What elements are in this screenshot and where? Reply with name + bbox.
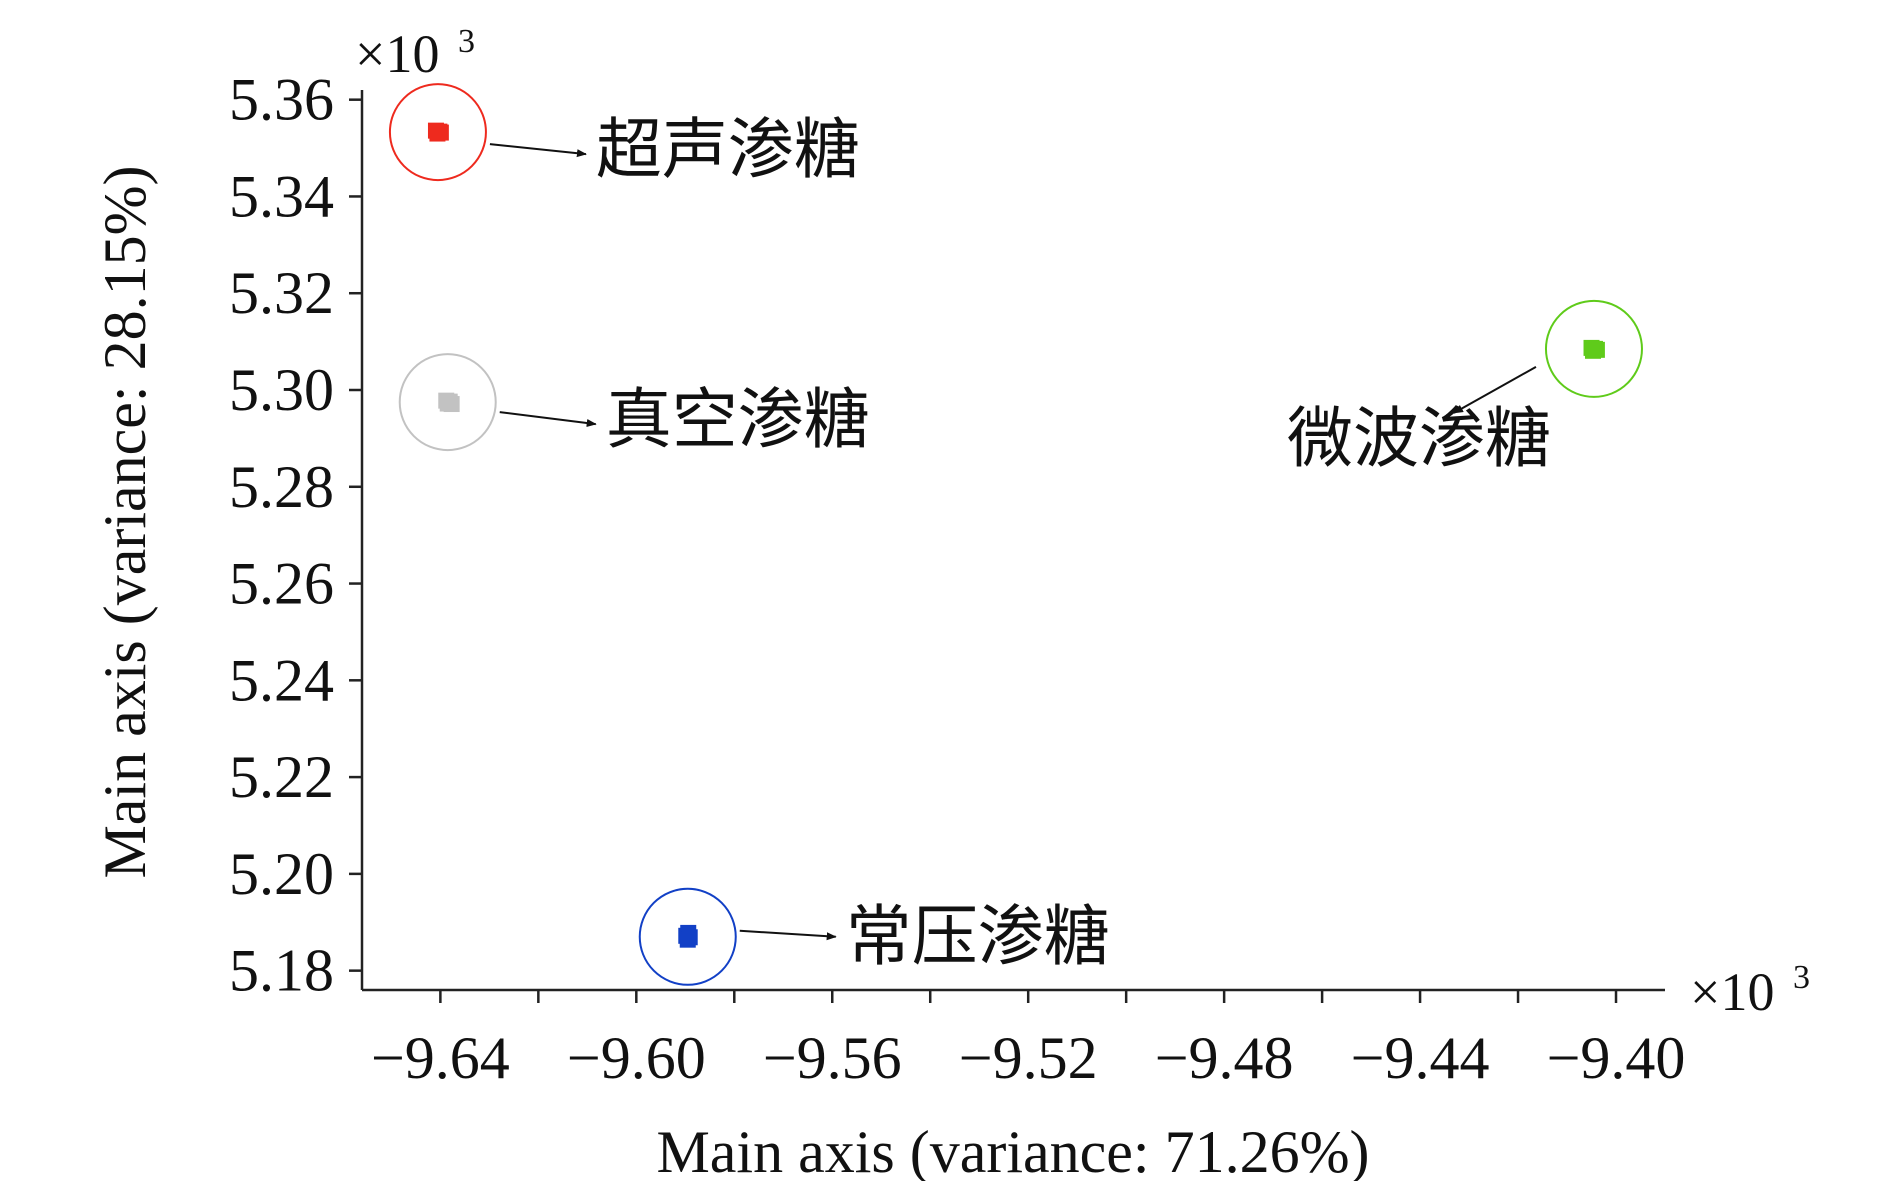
- cluster-group: 常压渗糖: [638, 887, 1110, 986]
- x-tick-label: −9.40: [1547, 1025, 1686, 1091]
- cluster-label: 真空渗糖: [606, 384, 870, 457]
- x-tick-label: −9.52: [959, 1025, 1098, 1091]
- y-tick-label: 5.20: [229, 841, 334, 907]
- x-tick-label: −9.44: [1351, 1025, 1490, 1091]
- cluster-label: 常压渗糖: [846, 901, 1110, 974]
- label-arrow: [499, 411, 597, 427]
- x-tick-label: −9.48: [1155, 1025, 1294, 1091]
- y-multiplier: ×10 3: [355, 23, 475, 84]
- y-tick-label: 5.30: [229, 357, 334, 423]
- cluster-group: 微波渗糖: [1287, 299, 1643, 476]
- y-tick-label: 5.28: [229, 454, 334, 520]
- cluster-ellipse: [398, 353, 497, 452]
- cluster-ellipse: [1544, 299, 1643, 398]
- y-multiplier-base: ×10: [355, 24, 439, 84]
- cluster-group: 超声渗糖: [388, 83, 860, 187]
- x-axis-title: Main axis (variance: 71.26%): [656, 1119, 1369, 1181]
- cluster-ellipse: [638, 887, 737, 986]
- cluster-group: 真空渗糖: [398, 353, 870, 457]
- y-tick-label: 5.18: [229, 938, 334, 1004]
- y-ticks: 5.18 5.20 5.22 5.24 5.26 5.28 5.30 5.32 5.34 5.36: [229, 67, 362, 1004]
- label-arrow: [489, 143, 587, 158]
- x-multiplier-exponent: 3: [1793, 959, 1810, 996]
- data-point: [443, 396, 460, 413]
- y-tick-label: 5.36: [229, 67, 334, 133]
- y-tick-label: 5.24: [229, 647, 334, 713]
- cluster-label: 微波渗糖: [1287, 403, 1551, 476]
- y-tick-label: 5.22: [229, 744, 334, 810]
- y-multiplier-exponent: 3: [458, 23, 475, 60]
- x-ticks: −9.64 −9.60 −9.56 −9.52 −9.48 −9.44 −9.40: [371, 990, 1685, 1091]
- label-arrow: [1453, 365, 1537, 414]
- cluster-label: 超声渗糖: [596, 114, 860, 187]
- y-tick-label: 5.32: [229, 260, 334, 326]
- y-tick-label: 5.34: [229, 163, 334, 229]
- data-point: [432, 124, 449, 141]
- data-point: [1588, 341, 1605, 358]
- axes: [360, 90, 1665, 992]
- y-axis-title: Main axis (variance: 28.15%): [92, 165, 158, 878]
- x-tick-label: −9.56: [763, 1025, 902, 1091]
- data-point: [679, 931, 696, 948]
- y-tick-label: 5.26: [229, 551, 334, 617]
- x-tick-label: −9.64: [371, 1025, 510, 1091]
- cluster-ellipse: [388, 83, 487, 182]
- x-multiplier: ×10 3: [1690, 959, 1810, 1022]
- x-tick-label: −9.60: [567, 1025, 706, 1091]
- label-arrow: [739, 929, 837, 941]
- x-multiplier-base: ×10: [1690, 962, 1774, 1022]
